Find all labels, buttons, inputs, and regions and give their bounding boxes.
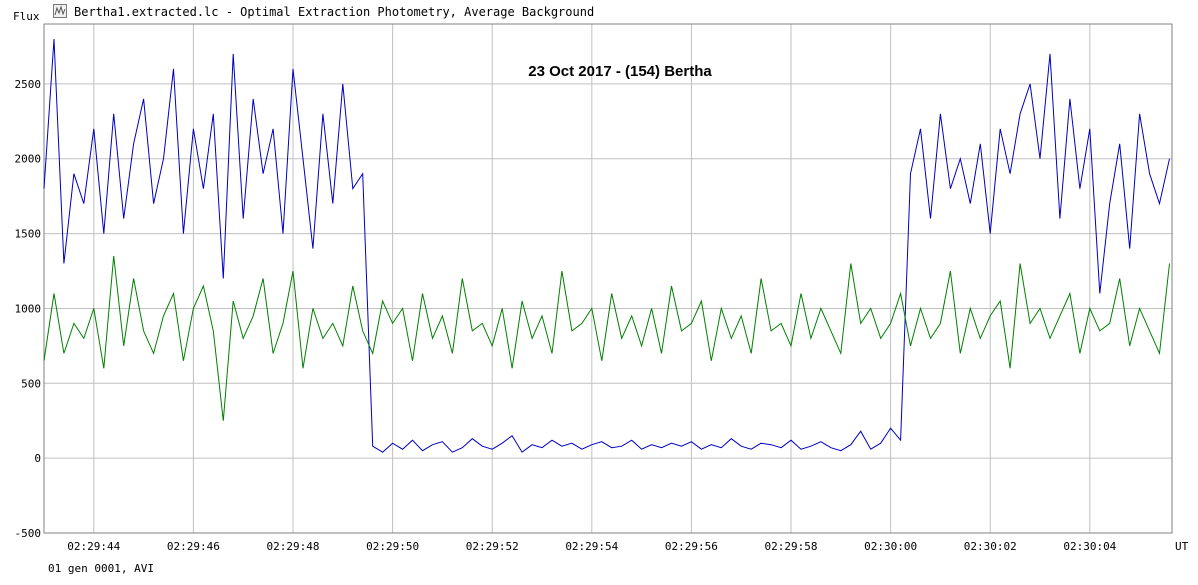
x-tick-label: 02:29:58 xyxy=(765,540,818,553)
series-line-2 xyxy=(43,255,1170,421)
y-tick-label: 2000 xyxy=(15,153,42,166)
plot-area xyxy=(43,23,1173,534)
y-tick-label: 1000 xyxy=(15,302,42,315)
series-layer xyxy=(43,38,1170,453)
y-tick-label: 1500 xyxy=(15,228,42,241)
x-tick-label: 02:29:46 xyxy=(167,540,220,553)
x-tick-label: 02:29:54 xyxy=(565,540,618,553)
x-tick-label: 02:30:04 xyxy=(1063,540,1116,553)
window-titlebar: Flux Bertha1.extracted.lc - Optimal Extr… xyxy=(0,0,1198,24)
window-title: Bertha1.extracted.lc - Optimal Extractio… xyxy=(74,5,595,19)
x-tick-label: 02:29:56 xyxy=(665,540,718,553)
x-tick-label: 02:29:52 xyxy=(466,540,519,553)
y-tick-label: 0 xyxy=(34,452,41,465)
y-tick-label: 2500 xyxy=(15,78,42,91)
y-tick-labels: -500 0 500 1000 1500 2000 2500 xyxy=(15,78,42,540)
status-text: 01 gen 0001, AVI xyxy=(48,562,154,575)
lightcurve-app-icon xyxy=(53,4,67,18)
x-tick-label: 02:29:50 xyxy=(366,540,419,553)
chart-grid xyxy=(44,24,1172,534)
x-tick-label: 02:30:02 xyxy=(964,540,1017,553)
x-axis-label: UT xyxy=(1175,540,1189,553)
x-tick-label: 02:29:48 xyxy=(267,540,320,553)
x-tick-labels: 02:29:44 02:29:46 02:29:48 02:29:50 02:29:52… xyxy=(67,540,1116,553)
x-tick-label: 02:30:00 xyxy=(864,540,917,553)
y-tick-label: 500 xyxy=(21,377,41,390)
series-line-1 xyxy=(43,38,1170,453)
y-axis-label: Flux xyxy=(13,10,40,23)
y-tick-label: -500 xyxy=(15,527,42,540)
chart-title: 23 Oct 2017 - (154) Bertha xyxy=(528,63,712,80)
x-tick-label: 02:29:44 xyxy=(67,540,120,553)
